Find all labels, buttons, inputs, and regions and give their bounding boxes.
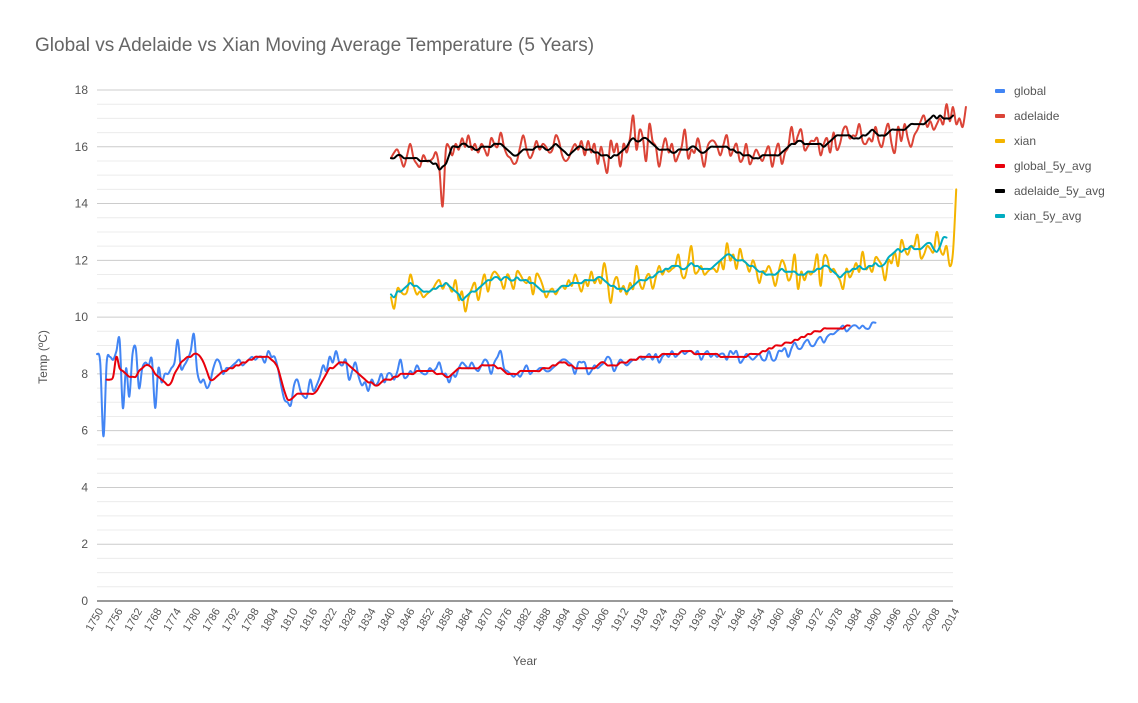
legend-label: global_5y_avg [1014, 159, 1092, 173]
legend-swatch [995, 214, 1005, 218]
x-tick-label: 1858 [434, 606, 457, 633]
gridlines [97, 89, 953, 602]
x-tick-label: 1942 [706, 606, 729, 633]
x-tick-label: 1984 [842, 606, 865, 633]
legend-item-adelaide-5y-avg[interactable]: adelaide_5y_avg [995, 183, 1105, 199]
x-tick-label: 1786 [200, 606, 223, 633]
x-tick-label: 1768 [142, 606, 165, 633]
legend-swatch [995, 114, 1005, 118]
legend-item-xian[interactable]: xian [995, 133, 1036, 149]
legend-label: global [1014, 84, 1047, 98]
y-tick-label: 12 [75, 253, 89, 267]
x-tick-label: 1792 [220, 606, 243, 633]
x-tick-label: 1774 [161, 606, 184, 633]
y-axis-label: Temp (ºC) [36, 330, 50, 384]
x-tick-label: 1954 [745, 606, 768, 633]
x-tick-label: 1936 [687, 606, 710, 633]
x-tick-label: 1810 [278, 606, 301, 633]
legend-swatch [995, 89, 1005, 93]
y-tick-labels: 0 2 4 6 8 10 12 14 16 18 [75, 83, 89, 608]
x-tick-label: 1882 [512, 606, 535, 633]
legend-label: adelaide_5y_avg [1014, 184, 1105, 198]
x-tick-label: 1762 [123, 606, 146, 633]
y-tick-label: 18 [75, 83, 89, 97]
x-tick-label: 1798 [239, 606, 262, 633]
legend-swatch [995, 164, 1005, 168]
legend-item-adelaide[interactable]: adelaide [995, 108, 1059, 124]
x-tick-label: 1756 [103, 606, 126, 633]
x-tick-label: 2008 [920, 606, 943, 633]
x-tick-label: 1930 [667, 606, 690, 633]
legend-label: xian_5y_avg [1014, 209, 1082, 223]
x-tick-label: 1804 [259, 606, 282, 633]
x-tick-label: 1888 [531, 606, 554, 633]
y-tick-label: 14 [75, 197, 89, 211]
x-tick-label: 1852 [414, 606, 437, 633]
x-tick-label: 1972 [803, 606, 826, 633]
legend-item-xian-5y-avg[interactable]: xian_5y_avg [995, 208, 1081, 224]
series-line-global [96, 321, 877, 438]
series-line-xian [389, 188, 958, 313]
y-tick-label: 4 [81, 480, 88, 494]
x-tick-label: 1894 [551, 606, 574, 633]
x-tick-label: 1828 [337, 606, 360, 633]
y-tick-label: 0 [81, 594, 88, 608]
x-tick-label: 1750 [84, 606, 107, 633]
legend-swatch [995, 139, 1005, 143]
x-tick-label: 1846 [395, 606, 418, 633]
x-tick-label: 1990 [862, 606, 885, 633]
series-line-adelaide [389, 103, 967, 208]
x-tick-label: 1864 [453, 606, 476, 633]
x-tick-label: 2002 [901, 606, 924, 633]
legend-item-global-5y-avg[interactable]: global_5y_avg [995, 158, 1091, 174]
x-tick-label: 1870 [473, 606, 496, 633]
y-tick-label: 10 [75, 310, 89, 324]
x-tick-label: 1834 [356, 606, 379, 633]
x-tick-labels: 1750175617621768177417801786179217981804… [84, 606, 963, 633]
chart-title: Global vs Adelaide vs Xian Moving Averag… [35, 35, 595, 56]
series-line-global-5y-avg [105, 324, 851, 402]
x-tick-label: 1918 [628, 606, 651, 633]
y-tick-label: 6 [81, 424, 88, 438]
legend-swatch [995, 189, 1005, 193]
x-tick-label: 1816 [298, 606, 321, 633]
x-tick-label: 1966 [784, 606, 807, 633]
x-tick-label: 1996 [881, 606, 904, 633]
legend-label: adelaide [1014, 109, 1060, 123]
series-lines [96, 103, 967, 438]
x-tick-label: 1822 [317, 606, 340, 633]
series-line-xian-5y-avg [389, 235, 948, 302]
x-tick-label: 1978 [823, 606, 846, 633]
legend-label: xian [1014, 134, 1037, 148]
series-line-adelaide-5y-avg [389, 114, 954, 171]
x-tick-label: 1960 [765, 606, 788, 633]
x-tick-label: 1906 [589, 606, 612, 633]
y-tick-label: 2 [81, 537, 88, 551]
x-tick-label: 1840 [375, 606, 398, 633]
x-tick-label: 1780 [181, 606, 204, 633]
x-tick-label: 1900 [570, 606, 593, 633]
x-tick-label: 1924 [648, 606, 671, 633]
x-tick-label: 1948 [726, 606, 749, 633]
x-tick-label: 1912 [609, 606, 632, 633]
y-tick-label: 8 [81, 367, 88, 381]
legend-item-global[interactable]: global [995, 83, 1046, 99]
x-tick-label: 2014 [940, 606, 963, 633]
x-tick-label: 1876 [492, 606, 515, 633]
y-tick-label: 16 [75, 140, 89, 154]
x-axis-label: Year [513, 654, 537, 668]
